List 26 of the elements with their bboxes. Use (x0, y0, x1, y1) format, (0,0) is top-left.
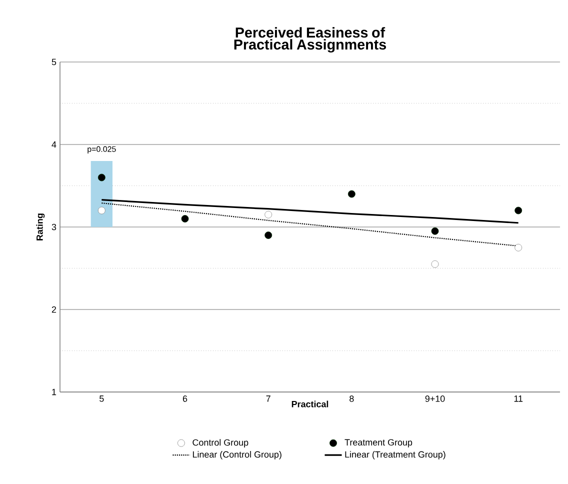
y-axis-title: Rating (36, 214, 45, 240)
point (514, 206, 522, 214)
x-axis-title: Practical (292, 400, 328, 408)
chart-title: Perceived Easiness of Practical Assignments (234, 27, 386, 53)
point (98, 174, 106, 182)
point (98, 206, 106, 214)
point (431, 227, 439, 235)
point (348, 190, 356, 198)
x-tick-label: 5 (100, 396, 104, 402)
legend-label: Control Group (192, 439, 248, 448)
y-tick-label: 4 (52, 141, 56, 148)
x-tick-label: 11 (514, 396, 523, 402)
y-tick-label: 5 (52, 58, 56, 66)
y-tick-label: 1 (52, 388, 56, 396)
x-tick-label: 9+10 (425, 396, 445, 402)
point (264, 232, 272, 239)
x-tick-label: 7 (266, 396, 270, 402)
x-tick-label: 6 (182, 396, 188, 402)
y-tick-label: 2 (52, 306, 56, 313)
point (181, 215, 189, 222)
line-series (100, 198, 520, 224)
x-tick-label: 8 (350, 396, 354, 402)
legend-label: Linear (Treatment Group) (345, 451, 446, 460)
legend-label: Treatment Group (344, 439, 412, 448)
legend-label: Linear (Control Group) (192, 451, 282, 460)
y-tick-label: 3 (52, 224, 56, 230)
